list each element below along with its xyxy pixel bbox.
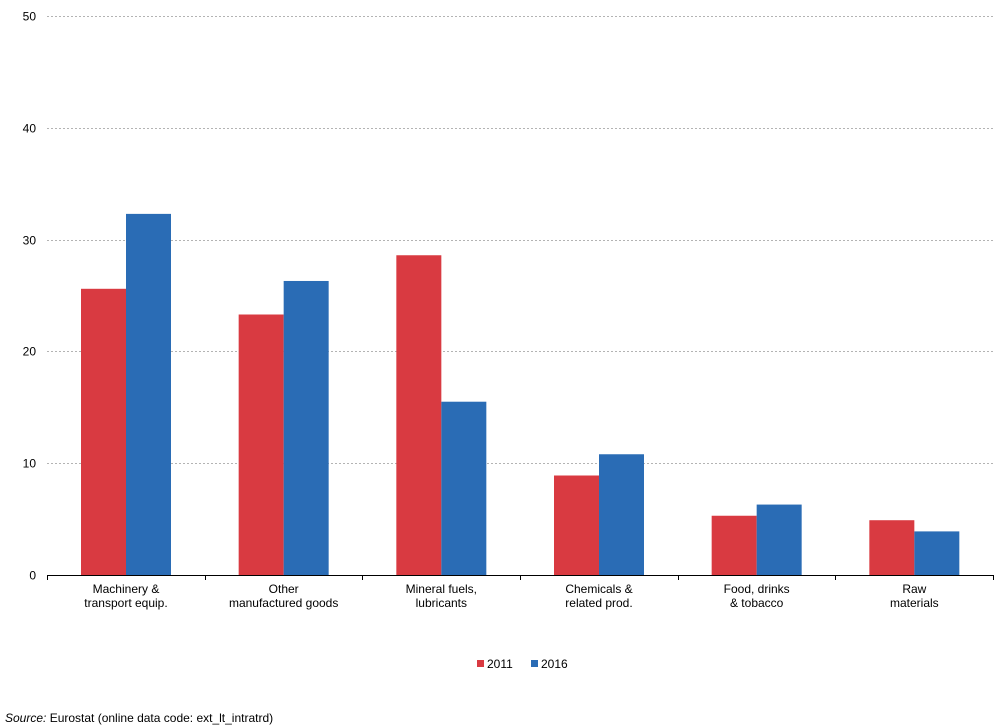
legend-swatch-2011 xyxy=(477,660,484,667)
bar-2011 xyxy=(81,288,126,575)
bar-2011 xyxy=(554,475,599,575)
y-tick-label: 0 xyxy=(29,569,36,583)
bar-2011 xyxy=(711,515,757,575)
bar-2016 xyxy=(914,531,960,575)
y-tick-label: 20 xyxy=(23,345,37,359)
bar-2016 xyxy=(599,454,644,575)
x-category-label: Machinery & transport equip. xyxy=(84,582,167,610)
source-text: Eurostat (online data code: ext_lt_intra… xyxy=(46,711,274,725)
bar-2016 xyxy=(441,401,487,575)
x-category-label-line: & tobacco xyxy=(730,596,784,610)
y-tick-label: 50 xyxy=(23,10,37,24)
bar-2016 xyxy=(283,280,329,575)
legend-label-2011: 2011 xyxy=(487,657,513,671)
x-category-label-line: related prod. xyxy=(565,596,632,610)
x-category-label-line: transport equip. xyxy=(84,596,167,610)
y-tick-label: 30 xyxy=(23,234,37,248)
x-category-label-line: Mineral fuels, xyxy=(406,582,477,596)
bar-2016 xyxy=(126,213,171,576)
x-category-label: Chemicals & related prod. xyxy=(565,582,632,610)
source-note: Source: Eurostat (online data code: ext_… xyxy=(5,711,273,725)
x-category-label-line: Raw xyxy=(902,582,926,596)
y-tick-label: 40 xyxy=(23,122,37,136)
x-category-label-line: materials xyxy=(890,596,939,610)
legend-label-2016: 2016 xyxy=(541,657,568,671)
source-label: Source: xyxy=(5,711,47,725)
bar-2016 xyxy=(756,504,802,575)
x-category-label-line: Chemicals & xyxy=(565,582,632,596)
y-tick-label: 10 xyxy=(23,457,37,471)
x-category-label-line: Other xyxy=(269,582,299,596)
x-category-label-line: manufactured goods xyxy=(229,596,338,610)
bar-2011 xyxy=(238,314,284,575)
x-category-label-line: lubricants xyxy=(416,596,467,610)
x-category-label: Raw materials xyxy=(890,582,939,610)
bar-2011 xyxy=(396,255,442,575)
x-category-label-line: Food, drinks xyxy=(724,582,790,596)
x-category-label-line: Machinery & xyxy=(93,582,160,596)
x-category-label: Mineral fuels, lubricants xyxy=(406,582,477,610)
legend-swatch-2016 xyxy=(531,660,538,667)
x-category-label: Other manufactured goods xyxy=(229,582,338,610)
bar-2011 xyxy=(869,520,915,575)
x-category-label: Food, drinks & tobacco xyxy=(724,582,790,610)
